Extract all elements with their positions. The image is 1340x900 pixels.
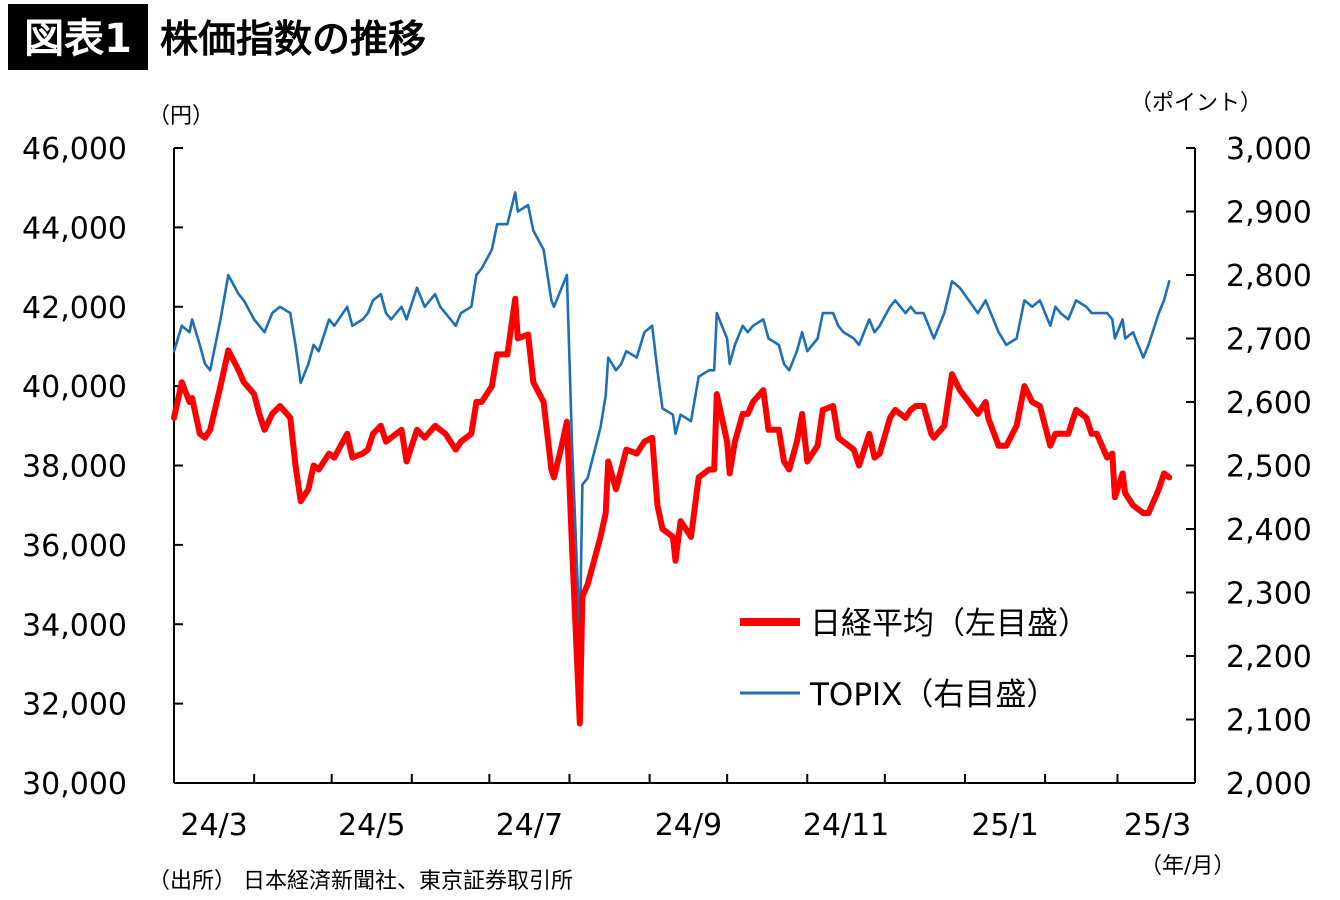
right-axis-tick-label: 2,000 (1226, 767, 1312, 802)
right-axis-tick-label: 3,000 (1226, 132, 1312, 167)
legend-label-topix: TOPIX（右目盛） (809, 677, 1057, 713)
x-axis-unit: （年/月） (1140, 854, 1235, 879)
left-axis-tick-label: 36,000 (22, 529, 127, 564)
right-axis-unit: （ポイント） (1130, 91, 1262, 116)
left-axis-tick-label: 32,000 (22, 688, 127, 723)
left-axis-tick-label: 38,000 (22, 450, 127, 485)
chart-title: 株価指数の推移 (160, 17, 426, 61)
x-axis-tick-label: 24/7 (496, 808, 563, 843)
right-axis-tick-label: 2,700 (1226, 323, 1312, 358)
x-axis-tick-label: 25/1 (971, 808, 1038, 843)
left-axis-tick-label: 34,000 (22, 608, 127, 643)
x-axis-tick-label: 25/3 (1124, 808, 1191, 843)
series-line-nikkei (171, 295, 1173, 727)
left-axis-tick-label: 30,000 (22, 767, 127, 802)
x-axis-tick-label: 24/3 (180, 808, 247, 843)
axes-group (173, 147, 1196, 784)
series-line-topix (172, 191, 1171, 639)
right-axis-tick-label: 2,800 (1226, 259, 1312, 294)
left-axis-tick-label: 44,000 (22, 211, 127, 246)
legend: 日経平均（左目盛） TOPIX（右目盛） (740, 606, 1089, 713)
x-axis-tick-label: 24/9 (655, 808, 722, 843)
right-axis-tick-label: 2,400 (1226, 513, 1312, 548)
tick-labels-group: 30,000 32,000 34,000 36,000 38,000 40,000 42,0… (22, 132, 1312, 843)
left-axis-tick-label: 42,000 (22, 291, 127, 326)
right-axis-tick-label: 2,600 (1226, 386, 1312, 421)
source-note: （出所） 日本経済新聞社、東京証券取引所 (148, 869, 573, 894)
figure-badge: 図表1 (24, 16, 132, 62)
x-axis-tick-label: 24/11 (803, 808, 889, 843)
series-group (171, 191, 1173, 727)
x-axis-tick-label: 24/5 (338, 808, 405, 843)
right-axis-tick-label: 2,500 (1226, 450, 1312, 485)
right-axis-tick-label: 2,100 (1226, 704, 1312, 739)
left-axis-tick-label: 40,000 (22, 370, 127, 405)
figure-badge-background (8, 4, 148, 70)
right-axis-tick-label: 2,900 (1226, 196, 1312, 231)
legend-label-nikkei: 日経平均（左目盛） (810, 606, 1089, 642)
left-axis-tick-label: 46,000 (22, 132, 127, 167)
right-axis-tick-label: 2,300 (1226, 577, 1312, 612)
left-axis-unit: （円） (148, 104, 214, 129)
right-axis-tick-label: 2,200 (1226, 640, 1312, 675)
